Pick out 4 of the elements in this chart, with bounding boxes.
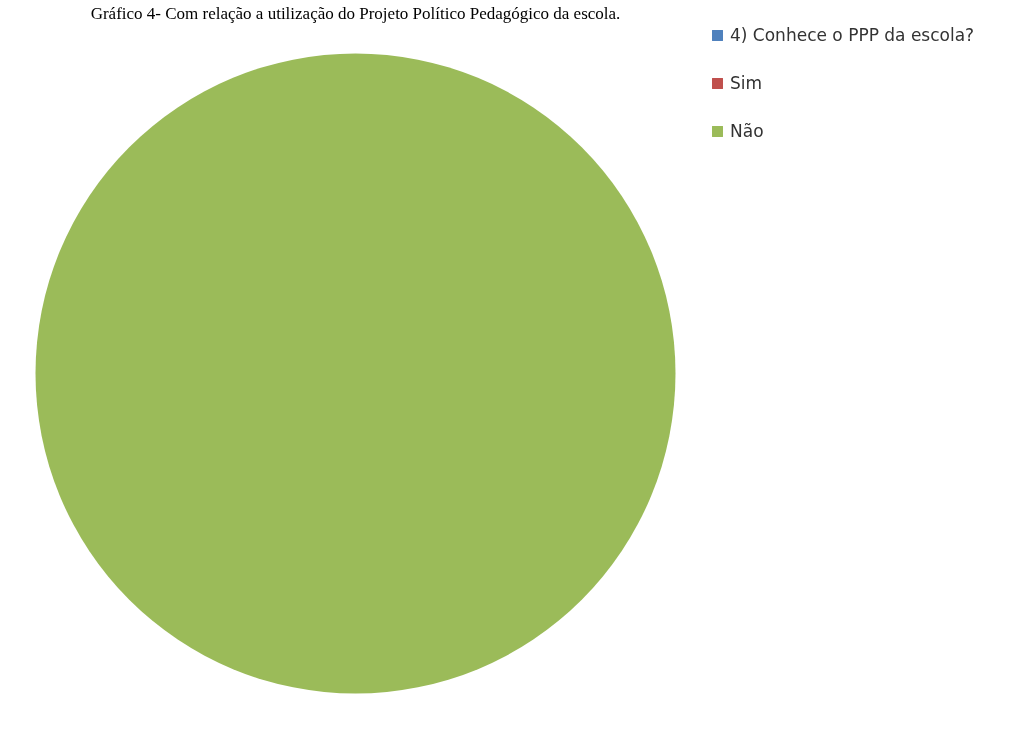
legend-label: Sim: [730, 72, 763, 93]
legend-label: Não: [730, 120, 764, 141]
legend-label: 4) Conhece o PPP da escola?: [730, 24, 975, 45]
chart-title: Gráfico 4- Com relação a utilização do Projeto Político Pedagógico da escola.: [90, 4, 621, 23]
